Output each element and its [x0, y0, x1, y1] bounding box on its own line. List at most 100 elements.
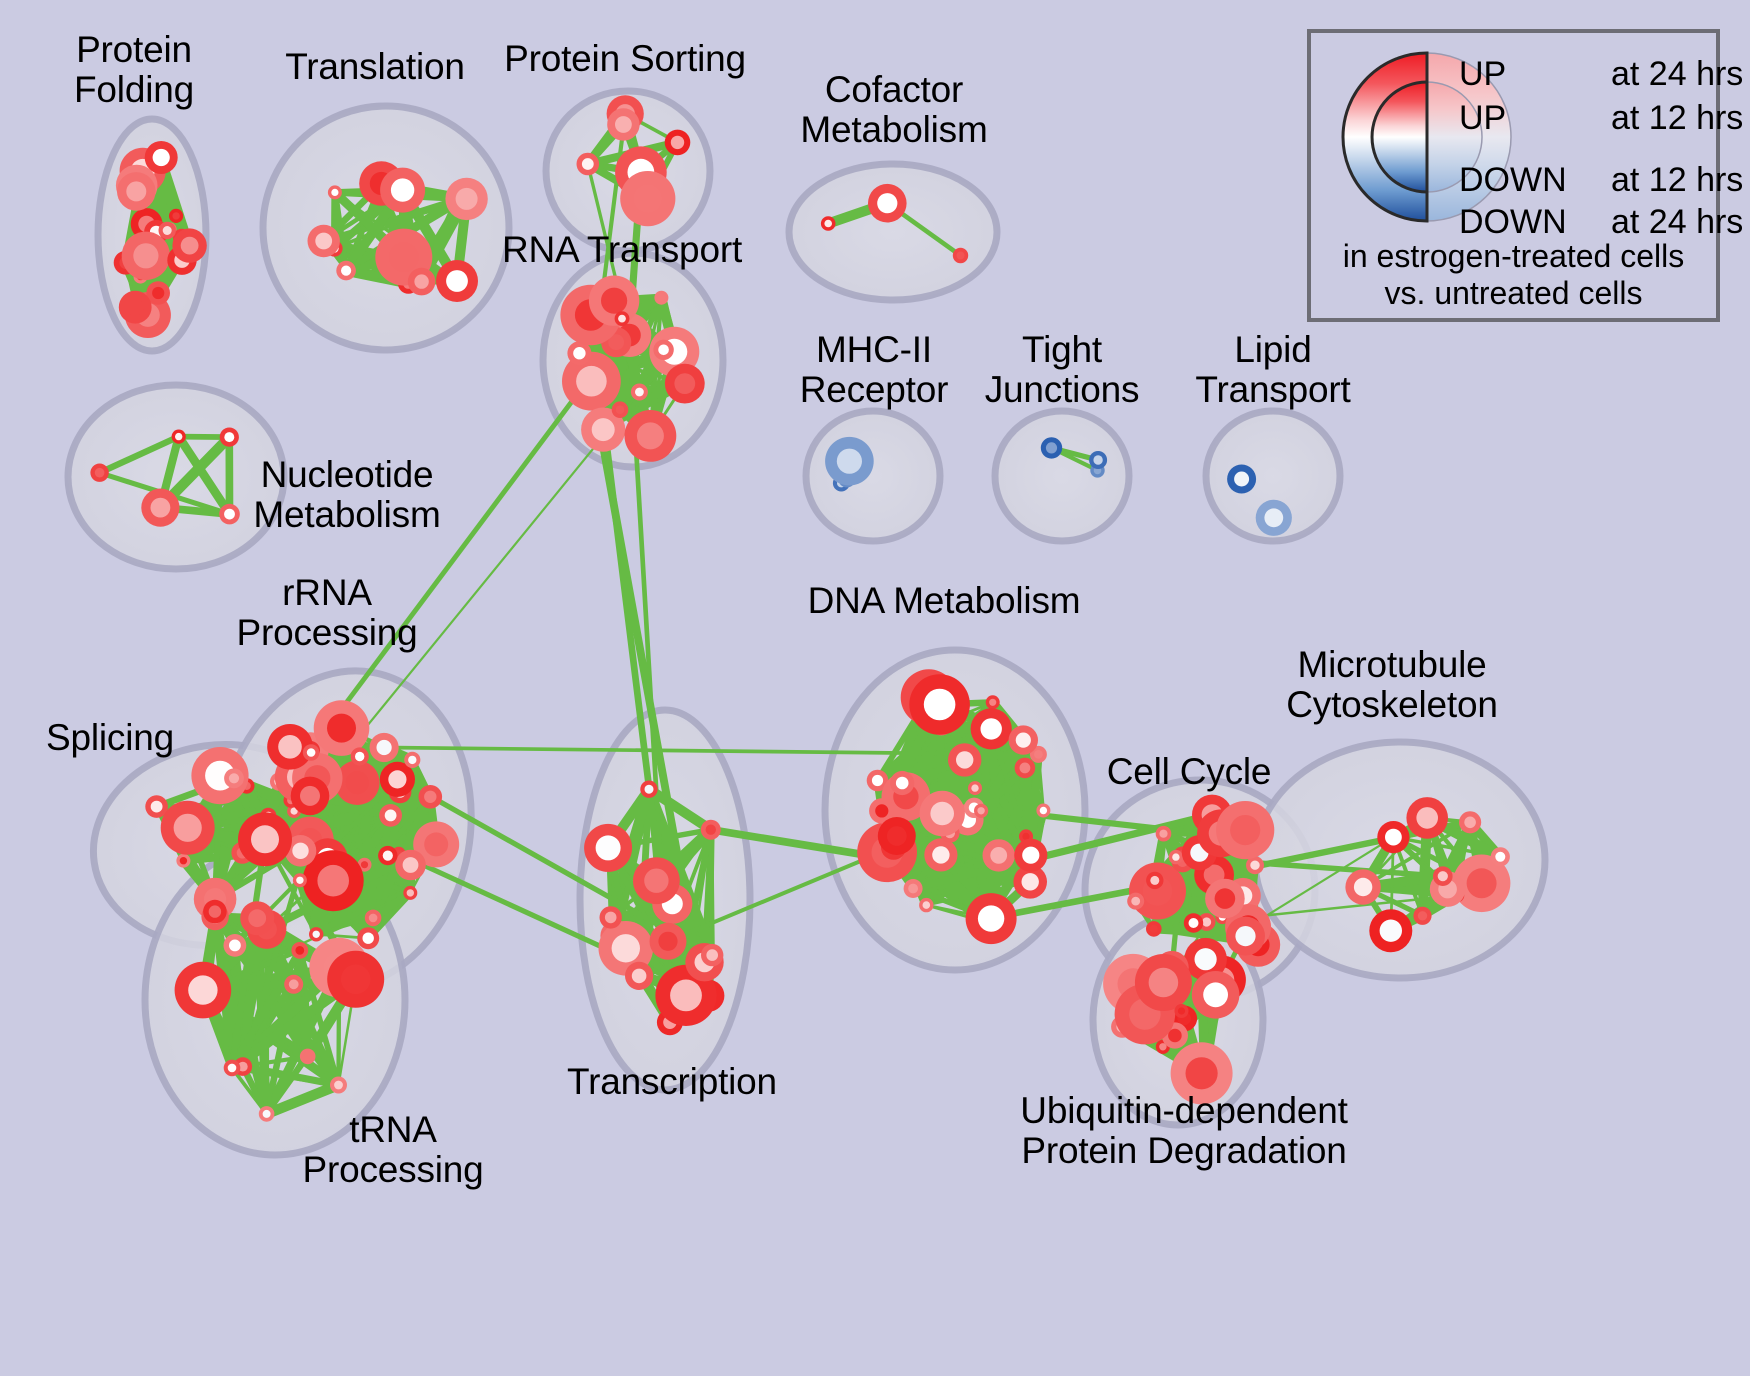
- network-node: [620, 171, 676, 227]
- network-edge: [357, 753, 715, 958]
- network-node: [309, 927, 324, 942]
- node-inner-disc-12hr: [312, 930, 320, 938]
- node-inner-disc-12hr: [604, 911, 617, 924]
- node-inner-disc-12hr: [237, 1061, 248, 1072]
- network-node: [141, 488, 180, 527]
- node-inner-disc-12hr: [1203, 982, 1228, 1008]
- network-edge: [970, 804, 1215, 838]
- network-node: [350, 747, 369, 766]
- node-inner-disc-12hr: [406, 889, 414, 897]
- node-inner-disc-12hr: [895, 776, 909, 790]
- network-node: [238, 812, 292, 867]
- node-inner-disc-12hr: [705, 824, 716, 835]
- network-node: [625, 961, 654, 991]
- legend-time-up-12: at 12 hrs: [1611, 99, 1744, 137]
- network-node: [223, 934, 247, 957]
- node-inner-disc-12hr: [424, 832, 449, 857]
- network-node: [413, 821, 460, 868]
- node-inner-disc-12hr: [327, 713, 356, 743]
- network-node: [174, 961, 232, 1019]
- network-node: [176, 853, 191, 868]
- node-inner-disc-12hr: [331, 188, 339, 196]
- network-node: [302, 850, 364, 912]
- node-inner-disc-12hr: [977, 807, 985, 815]
- node-inner-disc-12hr: [1416, 807, 1438, 829]
- network-node: [1406, 797, 1448, 839]
- network-node: [1155, 825, 1172, 842]
- network-node: [364, 909, 382, 927]
- network-edge: [331, 189, 350, 274]
- network-node: [1089, 451, 1108, 469]
- node-inner-disc-12hr: [334, 1080, 343, 1090]
- node-inner-disc-12hr: [1235, 926, 1256, 947]
- network-node: [1146, 871, 1164, 890]
- network-node: [1216, 801, 1275, 860]
- legend-state-down-12: DOWN: [1459, 161, 1567, 199]
- node-inner-disc-12hr: [1194, 948, 1217, 971]
- node-inner-disc-12hr: [390, 178, 415, 202]
- network-node: [1377, 821, 1410, 854]
- network-node: [588, 275, 640, 326]
- node-inner-disc-12hr: [180, 236, 199, 255]
- node-inner-disc-12hr: [636, 422, 664, 450]
- node-inner-disc-12hr: [635, 387, 644, 397]
- network-node: [407, 267, 436, 296]
- network-node: [1459, 811, 1482, 834]
- network-node: [1255, 499, 1292, 536]
- node-inner-disc-12hr: [1015, 732, 1031, 748]
- node-inner-disc-12hr: [150, 497, 171, 518]
- network-node: [1134, 954, 1192, 1011]
- node-inner-disc-12hr: [317, 864, 350, 897]
- node-inner-disc-12hr: [581, 158, 594, 170]
- node-inner-disc-12hr: [930, 801, 954, 826]
- node-inner-disc-12hr: [126, 181, 147, 202]
- network-node: [90, 463, 109, 482]
- network-node: [653, 339, 674, 360]
- network-edge: [228, 946, 304, 1072]
- network-node: [584, 823, 633, 872]
- node-inner-disc-12hr: [1250, 860, 1260, 870]
- node-inner-disc-12hr: [644, 868, 669, 893]
- network-node: [607, 108, 640, 141]
- network-node: [1014, 838, 1048, 872]
- network-node: [1013, 865, 1047, 899]
- network-edge: [1391, 835, 1502, 859]
- network-node: [118, 290, 152, 324]
- network-node: [924, 838, 958, 872]
- node-inner-disc-12hr: [382, 850, 393, 861]
- node-inner-disc-12hr: [173, 813, 202, 842]
- network-node: [1191, 971, 1240, 1019]
- node-inner-disc-12hr: [1019, 762, 1031, 774]
- node-inner-disc-12hr: [1379, 919, 1403, 942]
- node-inner-disc-12hr: [1159, 829, 1168, 838]
- network-node: [357, 927, 380, 950]
- network-node: [640, 780, 658, 798]
- node-inner-disc-12hr: [886, 826, 907, 846]
- cluster-ellipse-cofactor-metabolism: [785, 160, 1001, 304]
- network-node: [909, 674, 970, 735]
- node-inner-disc-12hr: [670, 135, 685, 150]
- node-inner-disc-12hr: [288, 979, 299, 990]
- network-node: [877, 817, 916, 855]
- node-inner-disc-12hr: [1148, 967, 1179, 998]
- node-inner-disc-12hr: [1214, 888, 1236, 909]
- network-node: [1369, 909, 1413, 953]
- network-node: [825, 436, 874, 486]
- network-node: [1040, 437, 1063, 459]
- node-inner-disc-12hr: [836, 448, 863, 474]
- node-inner-disc-12hr: [126, 298, 144, 316]
- node-inner-disc-12hr: [871, 774, 884, 787]
- node-inner-disc-12hr: [402, 857, 419, 873]
- network-node: [948, 743, 982, 777]
- node-inner-disc-12hr: [1022, 832, 1030, 841]
- node-inner-disc-12hr: [618, 314, 626, 323]
- node-inner-disc-12hr: [340, 964, 371, 995]
- node-inner-disc-12hr: [1188, 918, 1199, 928]
- network-node: [968, 781, 982, 796]
- network-node: [378, 845, 398, 866]
- network-node: [146, 281, 170, 305]
- network-node: [327, 950, 385, 1008]
- node-inner-disc-12hr: [175, 432, 183, 441]
- node-inner-disc-12hr: [595, 835, 621, 861]
- node-inner-disc-12hr: [1022, 846, 1040, 864]
